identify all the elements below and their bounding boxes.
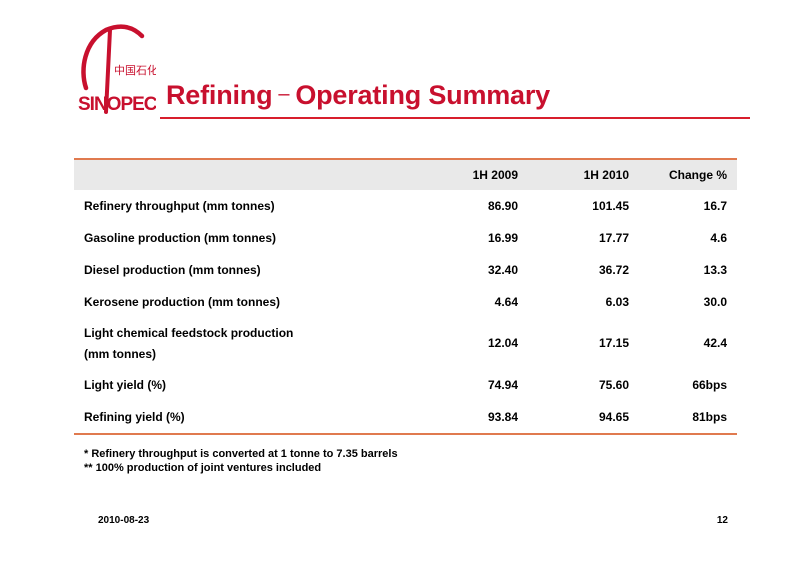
value-change: 30.0 [703, 295, 727, 309]
table-bottom-rule [74, 433, 737, 435]
row-label: Light chemical feedstock production (mm … [74, 323, 419, 365]
value-1h-2010: 75.60 [598, 378, 629, 392]
footer-date: 2010-08-23 [98, 515, 150, 526]
header-1h-2009: 1H 2009 [472, 168, 518, 182]
value-change: 16.7 [703, 199, 727, 213]
value-1h-2010: 36.72 [598, 263, 629, 277]
table-row: Refining yield (%) 93.84 94.65 81bps [74, 401, 737, 433]
page-number: 12 [716, 515, 728, 526]
footnote: ** 100% production of joint ventures inc… [84, 462, 322, 474]
title-sub: Operating Summary [295, 80, 550, 110]
value-1h-2010: 94.65 [598, 410, 629, 424]
value-1h-2009: 32.40 [487, 263, 518, 277]
value-1h-2009: 74.94 [487, 378, 518, 392]
header-1h-2010: 1H 2010 [583, 168, 629, 182]
table-row: Gasoline production (mm tonnes) 16.99 17… [74, 222, 737, 254]
value-1h-2010: 17.15 [598, 336, 629, 350]
row-label: Gasoline production (mm tonnes) [84, 231, 277, 245]
value-1h-2009: 16.99 [487, 231, 518, 245]
table-row: Light yield (%) 74.94 75.60 66bps [74, 369, 737, 401]
row-label: Light yield (%) [84, 378, 166, 392]
svg-text:SINOPEC: SINOPEC [78, 94, 156, 115]
row-label: Refinery throughput (mm tonnes) [84, 199, 275, 213]
title-rule [160, 117, 750, 119]
value-1h-2010: 17.77 [598, 231, 629, 245]
table-top-rule [74, 158, 737, 160]
table-row: Diesel production (mm tonnes) 32.40 36.7… [74, 254, 737, 286]
operating-summary-table: 1H 2009 1H 2010 Change % Refinery throug… [74, 158, 737, 435]
row-label: Refining yield (%) [84, 410, 185, 424]
row-label: Kerosene production (mm tonnes) [84, 295, 281, 309]
table-row: Light chemical feedstock production (mm … [74, 318, 737, 369]
table-row: Refinery throughput (mm tonnes) 86.90 10… [74, 190, 737, 222]
svg-text:中国石化: 中国石化 [114, 63, 156, 77]
value-1h-2009: 93.84 [487, 410, 518, 424]
value-1h-2009: 12.04 [487, 336, 518, 350]
title-main: Refining [166, 80, 273, 110]
value-1h-2010: 101.45 [592, 199, 629, 213]
footnotes: * Refinery throughput is converted at 1 … [84, 447, 398, 475]
value-change: 81bps [692, 410, 727, 424]
value-change: 42.4 [703, 336, 727, 350]
value-change: 66bps [692, 378, 727, 392]
value-change: 13.3 [703, 263, 727, 277]
footnote: * Refinery throughput is converted at 1 … [84, 448, 398, 460]
table-header-row: 1H 2009 1H 2010 Change % [74, 160, 737, 190]
row-label-line1: Light chemical feedstock production [84, 325, 294, 340]
title-separator: – [278, 83, 290, 105]
value-1h-2009: 86.90 [487, 199, 518, 213]
row-label: Diesel production (mm tonnes) [84, 263, 261, 277]
row-label-line2: (mm tonnes) [84, 346, 156, 361]
value-change: 4.6 [710, 231, 727, 245]
header-change: Change % [668, 168, 727, 182]
page-title: Refining – Operating Summary [166, 80, 550, 111]
value-1h-2010: 6.03 [605, 295, 629, 309]
sinopec-logo: 中国石化 SINOPEC [78, 24, 156, 115]
table-row: Kerosene production (mm tonnes) 4.64 6.0… [74, 286, 737, 318]
value-1h-2009: 4.64 [494, 295, 518, 309]
